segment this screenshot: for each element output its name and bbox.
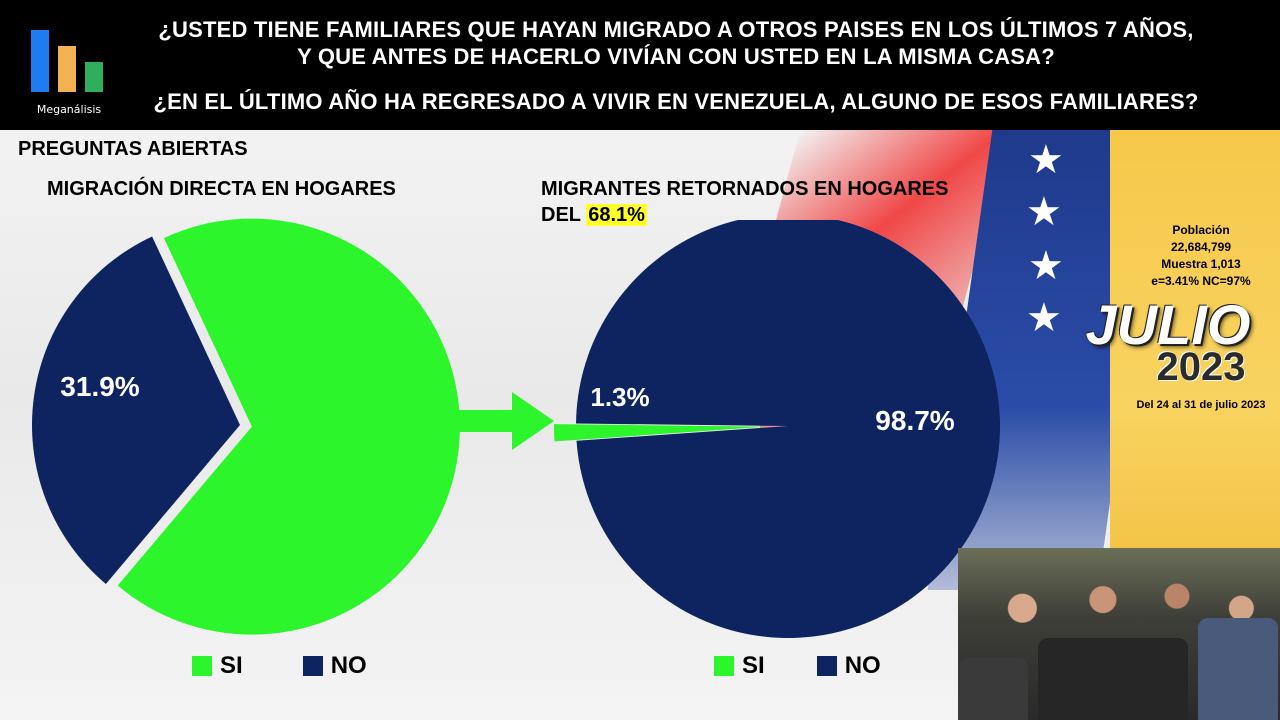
data-label-no: 31.9% bbox=[60, 371, 139, 402]
legend-chart-2: SI NO bbox=[714, 652, 881, 680]
suitcase-shape bbox=[1038, 638, 1188, 720]
question-1: ¿USTED TIENE FAMILIARES QUE HAYAN MIGRAD… bbox=[96, 16, 1256, 70]
data-label-si: 68.1% bbox=[122, 402, 218, 440]
star-icon: ★ bbox=[1026, 190, 1062, 234]
pie-slice-no bbox=[576, 220, 1000, 638]
star-icon: ★ bbox=[1028, 138, 1064, 182]
legend-label-si: SI bbox=[220, 652, 243, 679]
month-title: JULIO bbox=[1085, 293, 1251, 356]
person-shape bbox=[958, 658, 1028, 720]
header-banner: Meganálisis ¿USTED TIENE FAMILIARES QUE … bbox=[0, 0, 1280, 130]
question-1-line-2: Y QUE ANTES DE HACERLO VIVÍAN CON USTED … bbox=[297, 44, 1055, 69]
flag-yellow-stripe bbox=[1110, 130, 1280, 590]
legend-swatch-no bbox=[816, 656, 837, 676]
migrants-photo bbox=[958, 548, 1280, 720]
pie-slice-no bbox=[31, 236, 240, 584]
pie-slice-si bbox=[554, 424, 767, 442]
pie-chart-retornados: 1.3% 98.7% bbox=[554, 220, 1000, 638]
question-1-line-1: ¿USTED TIENE FAMILIARES QUE HAYAN MIGRAD… bbox=[158, 17, 1194, 42]
legend-swatch-si bbox=[714, 656, 734, 676]
legend-label-si: SI bbox=[742, 652, 765, 679]
arrow-icon bbox=[454, 392, 554, 450]
star-icon: ★ bbox=[1028, 244, 1064, 288]
chart-2-title-highlight: 68.1% bbox=[586, 204, 647, 226]
section-label: PREGUNTAS ABIERTAS bbox=[18, 138, 248, 160]
population-value: 22,684,799 bbox=[1170, 240, 1232, 254]
legend-chart-1: SI NO bbox=[192, 652, 367, 680]
legend-label-no: NO bbox=[330, 652, 367, 679]
person-shape bbox=[1198, 618, 1278, 720]
meganalisis-logo: Meganálisis bbox=[26, 22, 110, 118]
year-title: 2023 bbox=[1156, 345, 1246, 389]
logo-bar-orange bbox=[58, 46, 76, 92]
question-2: ¿EN EL ÚLTIMO AÑO HA REGRESADO A VIVIR E… bbox=[153, 89, 1199, 114]
error-margin: e=3.41% NC=97% bbox=[1151, 274, 1251, 288]
venezuela-flag-background: ★ ★ ★ ★ bbox=[760, 130, 1280, 590]
legend-swatch-si bbox=[192, 656, 212, 676]
logo-bar-blue bbox=[31, 30, 49, 92]
data-label-no: 98.7% bbox=[875, 405, 954, 436]
pie-chart-migracion: 68.1%31.9% bbox=[31, 218, 460, 635]
legend-swatch-no bbox=[302, 656, 323, 676]
logo-text: Meganálisis bbox=[36, 103, 102, 116]
chart-2-title-text: MIGRANTES RETORNADOS EN HOGARES DEL bbox=[541, 178, 949, 226]
sample-size: Muestra 1,013 bbox=[1161, 257, 1241, 271]
star-icon: ★ bbox=[1026, 296, 1062, 340]
chart-1-title: MIGRACIÓN DIRECTA EN HOGARES bbox=[47, 178, 396, 200]
survey-info: Población 22,684,799 Muestra 1,013 e=3.4… bbox=[1130, 222, 1272, 290]
logo-bar-green bbox=[85, 62, 103, 92]
data-label-si: 1.3% bbox=[590, 382, 649, 412]
legend-label-no: NO bbox=[844, 652, 881, 679]
population-label: Población bbox=[1172, 223, 1230, 237]
survey-period: Del 24 al 31 de julio 2023 bbox=[1136, 399, 1266, 411]
chart-2-title: MIGRANTES RETORNADOS EN HOGARES DEL 68.1… bbox=[541, 176, 981, 228]
pie-slice-si bbox=[117, 218, 460, 635]
